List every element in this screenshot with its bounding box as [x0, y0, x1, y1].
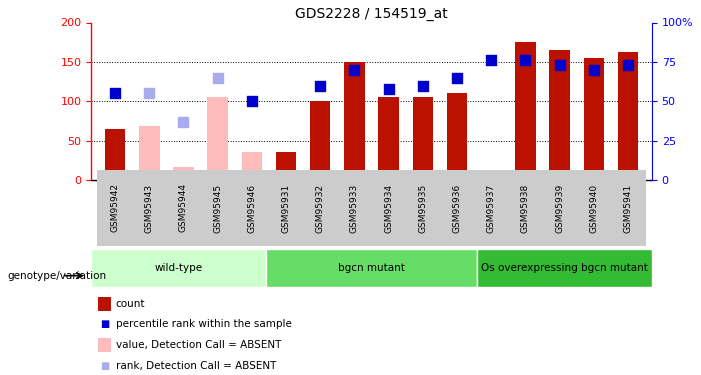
Text: GSM95939: GSM95939	[555, 183, 564, 233]
Point	[451, 75, 463, 81]
Bar	[379, 98, 399, 180]
Text: GSM95933: GSM95933	[350, 183, 359, 233]
Text: ■: ■	[100, 320, 109, 329]
Point	[486, 57, 497, 63]
Text: GSM95931: GSM95931	[282, 183, 290, 233]
Point	[315, 82, 326, 88]
Bar	[275, 152, 297, 180]
Bar	[266, 249, 477, 287]
Bar	[447, 93, 468, 180]
Text: GSM95942: GSM95942	[111, 183, 120, 232]
Bar	[344, 62, 365, 180]
Point	[520, 57, 531, 63]
Point	[212, 75, 223, 81]
Text: GSM95937: GSM95937	[486, 183, 496, 233]
Text: GSM95940: GSM95940	[590, 183, 598, 232]
Point	[109, 90, 121, 96]
Text: genotype/variation: genotype/variation	[7, 272, 106, 281]
Bar	[242, 152, 262, 180]
Text: GSM95936: GSM95936	[453, 183, 461, 233]
Point	[588, 67, 599, 73]
Point	[246, 98, 257, 104]
Bar	[515, 42, 536, 180]
Bar	[139, 126, 160, 180]
Bar	[618, 52, 638, 180]
Point	[349, 67, 360, 73]
Bar	[207, 96, 228, 180]
Text: percentile rank within the sample: percentile rank within the sample	[116, 320, 292, 329]
Point	[383, 86, 394, 92]
Bar	[91, 249, 266, 287]
Bar	[583, 58, 604, 180]
Text: ■: ■	[100, 361, 109, 370]
Text: bgcn mutant: bgcn mutant	[338, 263, 405, 273]
Text: GSM95946: GSM95946	[247, 183, 257, 232]
Bar	[550, 50, 570, 180]
Text: GSM95935: GSM95935	[418, 183, 428, 233]
Text: count: count	[116, 299, 145, 309]
Text: value, Detection Call = ABSENT: value, Detection Call = ABSENT	[116, 340, 281, 350]
Text: wild-type: wild-type	[155, 263, 203, 273]
Title: GDS2228 / 154519_at: GDS2228 / 154519_at	[295, 8, 448, 21]
Text: rank, Detection Call = ABSENT: rank, Detection Call = ABSENT	[116, 361, 276, 370]
Text: GSM95941: GSM95941	[623, 183, 632, 232]
Bar	[310, 101, 330, 180]
Point	[622, 62, 634, 68]
Bar	[413, 98, 433, 180]
Bar	[173, 167, 193, 180]
Text: GSM95934: GSM95934	[384, 183, 393, 232]
Point	[178, 119, 189, 125]
Text: GSM95932: GSM95932	[315, 183, 325, 232]
Text: GSM95943: GSM95943	[145, 183, 154, 232]
Bar	[105, 129, 125, 180]
Text: GSM95938: GSM95938	[521, 183, 530, 233]
Point	[417, 82, 428, 88]
Text: GSM95944: GSM95944	[179, 183, 188, 232]
Point	[554, 62, 565, 68]
Point	[144, 90, 155, 96]
Bar	[477, 249, 652, 287]
Text: Os overexpressing bgcn mutant: Os overexpressing bgcn mutant	[481, 263, 648, 273]
Text: GSM95945: GSM95945	[213, 183, 222, 232]
